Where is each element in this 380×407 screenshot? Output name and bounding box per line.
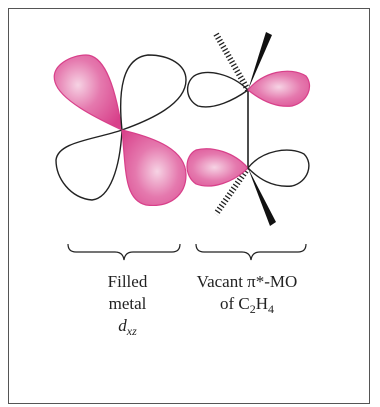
upper-wedge-bond <box>248 32 272 90</box>
caption-of-ethylene: of C2H4 <box>182 293 312 315</box>
caption-of-c: of C <box>219 294 250 313</box>
caption-metal: metal <box>108 294 147 313</box>
orbital-subscript: xz <box>126 324 137 338</box>
dxz-lobe-upper-right <box>119 54 187 131</box>
caption-filled: Filled <box>107 272 148 291</box>
ethylene-brace <box>195 243 307 261</box>
caption-vacant-pi-star: Vacant π*-MO <box>196 272 298 291</box>
dxz-lobe-lower-right <box>121 129 187 207</box>
pi-lobe-lower-right <box>247 149 310 187</box>
pi-lobe-upper-left <box>187 71 250 108</box>
orbital-letter: d <box>118 316 127 335</box>
ethylene-pi-star-orbital <box>186 32 311 226</box>
upper-hash-bond <box>213 32 251 92</box>
hydrogen-symbol: H <box>255 294 269 313</box>
caption-dxz: dxz <box>80 315 175 337</box>
dxz-lobe-upper-left <box>53 54 123 132</box>
pi-lobe-upper-right <box>247 70 311 107</box>
hydrogen-subscript: 4 <box>268 302 275 316</box>
metal-dxz-orbital <box>53 54 187 207</box>
metal-orbital-caption: Filled metal dxz <box>80 271 175 337</box>
pi-lobe-lower-left <box>186 148 249 187</box>
ethylene-orbital-caption: Vacant π*-MO of C2H4 <box>182 271 312 315</box>
dxz-lobe-lower-left <box>55 129 123 201</box>
lower-wedge-bond <box>248 168 276 226</box>
lower-hash-bond <box>213 166 251 216</box>
carbon-subscript: 2 <box>249 302 256 316</box>
metal-brace <box>67 243 181 261</box>
